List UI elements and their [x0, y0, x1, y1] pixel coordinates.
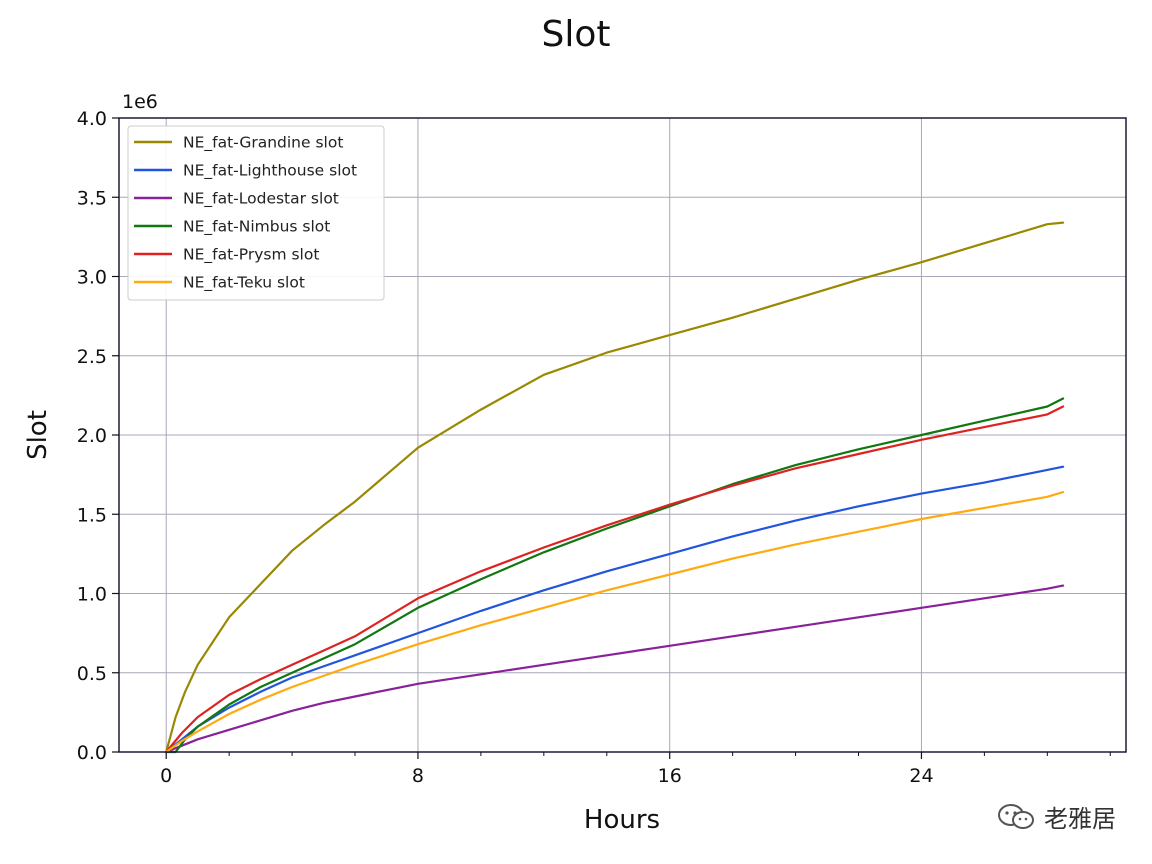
series-line	[165, 584, 1065, 754]
chart-title: Slot	[542, 14, 611, 55]
x-tick-label: 8	[412, 765, 424, 787]
legend-label: NE_fat-Grandine slot	[183, 134, 343, 153]
wechat-icon	[998, 803, 1034, 829]
y-tick-label: 2.5	[77, 346, 107, 368]
legend-box	[127, 125, 385, 301]
legend-label: NE_fat-Prysm slot	[183, 246, 319, 265]
legend-label: NE_fat-Teku slot	[183, 274, 305, 293]
series-line	[165, 465, 1065, 754]
series-lines	[165, 221, 1065, 754]
x-axis-label: Hours	[584, 805, 660, 835]
y-tick-label: 1.5	[77, 504, 107, 526]
legend-label: NE_fat-Lodestar slot	[183, 190, 339, 209]
y-tick-label: 0.0	[77, 742, 107, 764]
axis-ticks: 0 8 16 24 0.0 0.5 1.0 1.5 2.0 2.5 3.0 3.5 4.0	[77, 108, 1111, 787]
y-axis-label: Slot	[23, 410, 53, 460]
watermark: 老雅居	[996, 799, 1116, 834]
y-tick-label: 2.0	[77, 425, 107, 447]
y-tick-label: 0.5	[77, 663, 107, 685]
series-line	[165, 491, 1065, 754]
y-tick-label: 3.5	[77, 187, 107, 209]
y-offset-label: 1e6	[122, 91, 158, 113]
y-tick-label: 3.0	[77, 267, 107, 289]
y-tick-label: 4.0	[77, 108, 107, 130]
x-tick-label: 0	[160, 765, 172, 787]
series-line	[165, 221, 1065, 754]
y-tick-label: 1.0	[77, 584, 107, 606]
legend-label: NE_fat-Lighthouse slot	[183, 162, 357, 181]
watermark-text: 老雅居	[1044, 805, 1116, 833]
legend: NE_fat-Grandine slot NE_fat-Lighthouse sl…	[127, 125, 385, 301]
series-line	[165, 397, 1065, 754]
x-tick-label: 24	[909, 765, 933, 787]
x-tick-label: 16	[658, 765, 682, 787]
series-line	[165, 405, 1065, 754]
legend-label: NE_fat-Nimbus slot	[183, 218, 330, 237]
